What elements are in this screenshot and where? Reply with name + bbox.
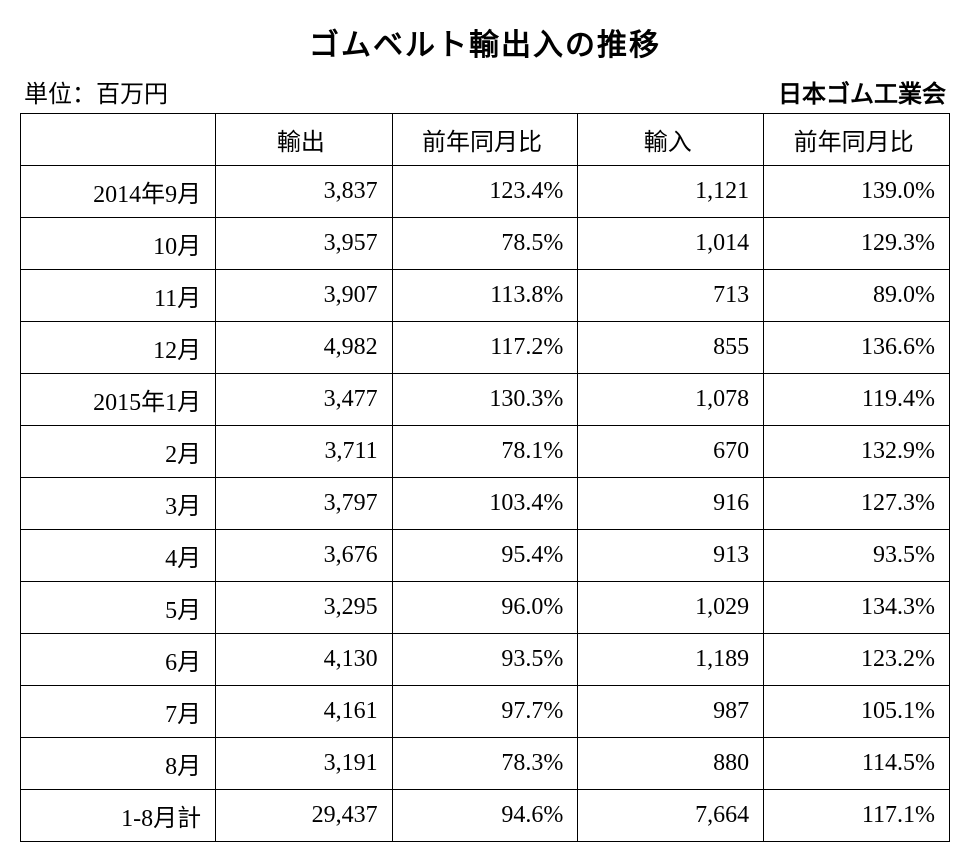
cell-export: 3,837 — [216, 166, 393, 218]
table-row: 2014年9月 3,837 123.4% 1,121 139.0% — [21, 166, 950, 218]
cell-export: 3,957 — [216, 218, 393, 270]
cell-import-yoy: 127.3% — [764, 478, 950, 530]
col-export-yoy: 前年同月比 — [392, 114, 578, 166]
cell-import: 855 — [578, 322, 764, 374]
cell-period: 2014年9月 — [21, 166, 216, 218]
cell-export: 3,191 — [216, 738, 393, 790]
table-body: 2014年9月 3,837 123.4% 1,121 139.0% 10月 3,… — [21, 166, 950, 842]
cell-import: 1,014 — [578, 218, 764, 270]
table-row: 10月 3,957 78.5% 1,014 129.3% — [21, 218, 950, 270]
table-row: 1-8月計 29,437 94.6% 7,664 117.1% — [21, 790, 950, 842]
cell-period: 6月 — [21, 634, 216, 686]
unit-label: 単位：百万円 — [24, 74, 168, 109]
cell-import: 1,189 — [578, 634, 764, 686]
cell-period: 2月 — [21, 426, 216, 478]
cell-import-yoy: 129.3% — [764, 218, 950, 270]
cell-import-yoy: 114.5% — [764, 738, 950, 790]
cell-period: 10月 — [21, 218, 216, 270]
cell-import-yoy: 136.6% — [764, 322, 950, 374]
cell-export-yoy: 93.5% — [392, 634, 578, 686]
cell-import: 913 — [578, 530, 764, 582]
cell-export-yoy: 117.2% — [392, 322, 578, 374]
table-row: 5月 3,295 96.0% 1,029 134.3% — [21, 582, 950, 634]
col-import-yoy: 前年同月比 — [764, 114, 950, 166]
data-table: 輸出 前年同月比 輸入 前年同月比 2014年9月 3,837 123.4% 1… — [20, 113, 950, 842]
cell-export-yoy: 78.5% — [392, 218, 578, 270]
subheader-row: 単位：百万円 日本ゴム工業会 — [20, 74, 950, 109]
header-row: 輸出 前年同月比 輸入 前年同月比 — [21, 114, 950, 166]
cell-export-yoy: 97.7% — [392, 686, 578, 738]
cell-period: 7月 — [21, 686, 216, 738]
cell-import: 1,029 — [578, 582, 764, 634]
cell-export-yoy: 123.4% — [392, 166, 578, 218]
cell-export-yoy: 78.3% — [392, 738, 578, 790]
cell-import: 1,121 — [578, 166, 764, 218]
table-row: 2月 3,711 78.1% 670 132.9% — [21, 426, 950, 478]
cell-import: 987 — [578, 686, 764, 738]
table-row: 12月 4,982 117.2% 855 136.6% — [21, 322, 950, 374]
table-row: 6月 4,130 93.5% 1,189 123.2% — [21, 634, 950, 686]
cell-import-yoy: 119.4% — [764, 374, 950, 426]
cell-period: 4月 — [21, 530, 216, 582]
table-row: 3月 3,797 103.4% 916 127.3% — [21, 478, 950, 530]
table-row: 4月 3,676 95.4% 913 93.5% — [21, 530, 950, 582]
source-label: 日本ゴム工業会 — [778, 74, 946, 109]
cell-period: 5月 — [21, 582, 216, 634]
cell-export: 4,130 — [216, 634, 393, 686]
cell-export-yoy: 95.4% — [392, 530, 578, 582]
cell-import: 1,078 — [578, 374, 764, 426]
col-export: 輸出 — [216, 114, 393, 166]
cell-import-yoy: 139.0% — [764, 166, 950, 218]
cell-export-yoy: 113.8% — [392, 270, 578, 322]
cell-period: 2015年1月 — [21, 374, 216, 426]
table-row: 7月 4,161 97.7% 987 105.1% — [21, 686, 950, 738]
cell-export: 4,982 — [216, 322, 393, 374]
table-row: 8月 3,191 78.3% 880 114.5% — [21, 738, 950, 790]
cell-import: 713 — [578, 270, 764, 322]
cell-import-yoy: 123.2% — [764, 634, 950, 686]
page-title: ゴムベルト輸出入の推移 — [20, 20, 950, 64]
cell-export: 4,161 — [216, 686, 393, 738]
cell-period: 1-8月計 — [21, 790, 216, 842]
cell-import: 916 — [578, 478, 764, 530]
cell-export: 3,676 — [216, 530, 393, 582]
cell-export: 29,437 — [216, 790, 393, 842]
cell-export: 3,477 — [216, 374, 393, 426]
table-row: 2015年1月 3,477 130.3% 1,078 119.4% — [21, 374, 950, 426]
cell-period: 12月 — [21, 322, 216, 374]
cell-period: 3月 — [21, 478, 216, 530]
cell-export: 3,797 — [216, 478, 393, 530]
cell-export-yoy: 96.0% — [392, 582, 578, 634]
cell-export-yoy: 103.4% — [392, 478, 578, 530]
cell-export: 3,907 — [216, 270, 393, 322]
cell-import: 670 — [578, 426, 764, 478]
cell-export-yoy: 130.3% — [392, 374, 578, 426]
cell-period: 8月 — [21, 738, 216, 790]
cell-import: 7,664 — [578, 790, 764, 842]
col-period — [21, 114, 216, 166]
cell-import: 880 — [578, 738, 764, 790]
cell-export: 3,295 — [216, 582, 393, 634]
cell-import-yoy: 117.1% — [764, 790, 950, 842]
cell-export-yoy: 94.6% — [392, 790, 578, 842]
cell-period: 11月 — [21, 270, 216, 322]
cell-import-yoy: 89.0% — [764, 270, 950, 322]
cell-import-yoy: 105.1% — [764, 686, 950, 738]
cell-export: 3,711 — [216, 426, 393, 478]
cell-import-yoy: 132.9% — [764, 426, 950, 478]
cell-export-yoy: 78.1% — [392, 426, 578, 478]
table-row: 11月 3,907 113.8% 713 89.0% — [21, 270, 950, 322]
cell-import-yoy: 134.3% — [764, 582, 950, 634]
cell-import-yoy: 93.5% — [764, 530, 950, 582]
col-import: 輸入 — [578, 114, 764, 166]
